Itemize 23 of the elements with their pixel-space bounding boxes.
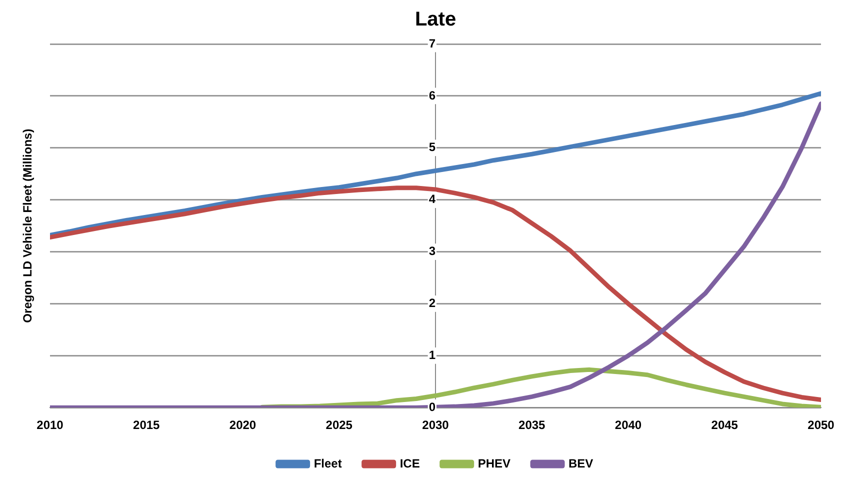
x-tick-label: 2040 — [614, 418, 642, 432]
x-tick-label: 2050 — [808, 418, 835, 432]
y-tick-label: 0 — [428, 400, 436, 414]
legend-label: BEV — [568, 456, 594, 470]
y-tick-label: 7 — [428, 36, 436, 50]
y-tick-label: 5 — [428, 140, 436, 154]
legend-label: ICE — [400, 456, 420, 470]
y-axis-title: Oregon LD Vehicle Fleet (Millions) — [20, 128, 34, 323]
chart-title: Late — [414, 8, 456, 31]
legend-label: PHEV — [478, 456, 511, 470]
x-tick-label: 2010 — [36, 418, 64, 432]
legend-label: Fleet — [314, 456, 342, 470]
x-tick-label: 2020 — [229, 418, 256, 432]
x-tick-label: 2035 — [518, 418, 546, 432]
x-tick-label: 2015 — [133, 418, 160, 432]
y-tick-label: 1 — [428, 348, 436, 362]
x-tick-label: 2030 — [422, 418, 450, 432]
y-tick-label: 4 — [428, 192, 436, 206]
y-tick-label: 6 — [428, 88, 436, 102]
x-tick-label: 2045 — [711, 418, 738, 432]
y-tick-label: 3 — [428, 244, 436, 258]
y-tick-label: 2 — [428, 296, 436, 310]
x-tick-label: 2025 — [326, 418, 353, 432]
